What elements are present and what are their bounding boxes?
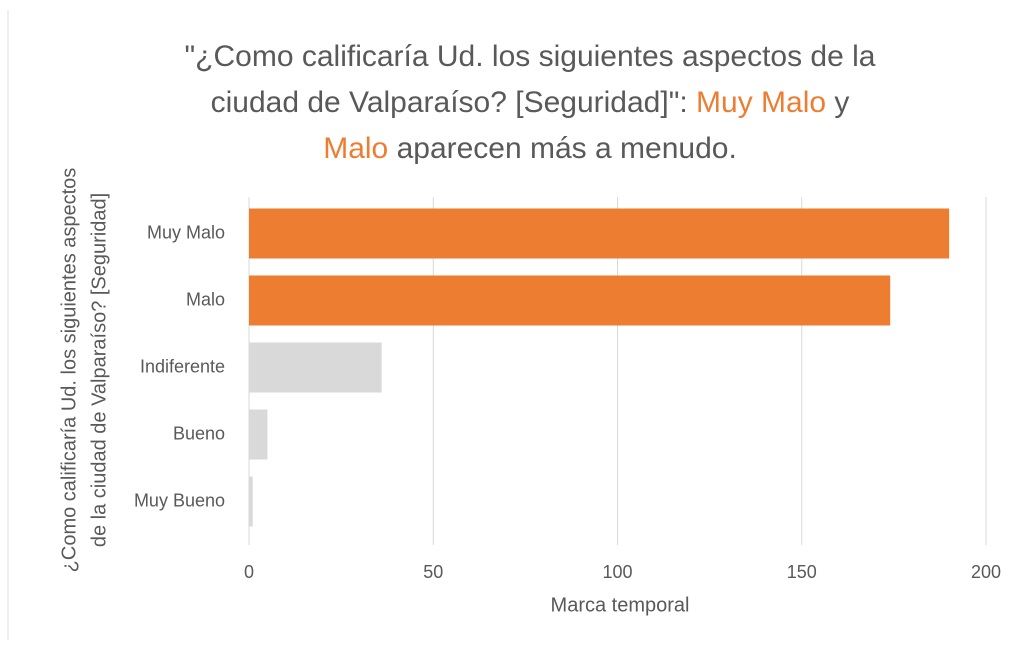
x-tick-label: 150 [787,562,817,582]
y-tick-label: Indiferente [140,356,225,376]
chart-title-line: Malo aparecen más a menudo. [323,132,737,165]
y-axis-label: ¿Como calificaría Ud. los siguientes asp… [58,168,80,573]
y-tick-label: Muy Malo [147,222,225,242]
bar [249,476,253,527]
chart-title-line: "¿Como calificaría Ud. los siguientes as… [185,40,876,73]
title-segment: y [826,86,849,119]
x-axis-label: Marca temporal [551,594,690,616]
chart-title-line: ciudad de Valparaíso? [Seguridad]": Muy … [211,86,850,119]
bar [249,275,891,326]
bar [249,342,382,393]
x-tick-label: 50 [423,562,443,582]
y-axis-label: de la ciudad de Valparaíso? [Seguridad] [88,193,110,547]
x-tick-label: 100 [602,562,632,582]
x-tick-label: 0 [244,562,254,582]
y-tick-label: Muy Bueno [134,490,225,510]
title-segment: "¿Como calificaría Ud. los siguientes as… [185,40,876,73]
title-segment: ciudad de Valparaíso? [Seguridad]": [211,86,696,119]
y-tick-label: Malo [186,289,225,309]
title-segment: Muy Malo [696,86,826,119]
bar [249,208,950,259]
x-tick-label: 200 [971,562,1001,582]
y-tick-label: Bueno [173,423,225,443]
bar [249,409,268,460]
title-segment: Malo [323,132,388,165]
title-segment: aparecen más a menudo. [388,132,737,165]
